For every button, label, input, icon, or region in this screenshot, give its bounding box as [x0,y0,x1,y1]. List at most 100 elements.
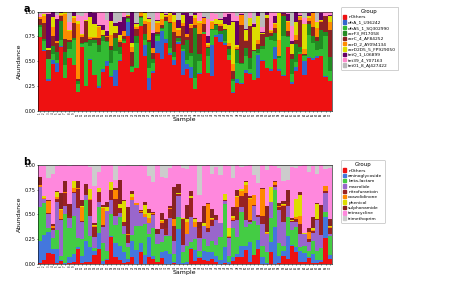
Bar [164,178,168,219]
Bar [38,12,42,13]
Bar [319,260,323,262]
Bar [155,263,160,264]
Bar [164,16,168,17]
Bar [160,12,164,13]
Bar [189,67,193,78]
Bar [210,241,214,252]
Bar [143,205,147,214]
Bar [130,66,135,67]
Bar [210,13,214,21]
Bar [201,17,206,18]
Bar [231,12,235,21]
Bar [323,193,328,212]
Bar [219,31,223,34]
Bar [42,16,46,23]
Bar [55,165,59,166]
Bar [311,241,315,254]
Bar [302,165,307,233]
Bar [189,28,193,53]
Bar [201,18,206,24]
Bar [101,72,105,110]
Bar [323,186,328,191]
Bar [151,71,155,73]
Bar [298,16,302,17]
Bar [101,205,105,207]
Bar [282,206,286,222]
Bar [172,165,176,187]
Bar [286,13,290,14]
Bar [307,57,311,59]
Bar [235,254,239,257]
Bar [219,12,223,18]
Bar [80,47,84,110]
Bar [302,262,307,264]
Bar [76,21,80,24]
Bar [286,37,290,47]
Bar [67,31,72,40]
Bar [286,47,290,110]
Bar [172,15,176,22]
Bar [198,73,201,74]
Bar [181,15,185,23]
Bar [307,13,311,16]
Bar [176,165,181,183]
Bar [302,253,307,262]
Bar [311,43,315,58]
Bar [307,172,311,228]
Bar [143,166,147,202]
Bar [42,235,46,260]
Bar [227,237,231,238]
Bar [328,71,332,81]
Bar [328,57,332,71]
Bar [130,165,135,166]
Bar [277,243,282,256]
Bar [198,251,201,257]
Bar [160,220,164,221]
Bar [135,226,139,250]
Bar [231,81,235,92]
Bar [264,252,269,263]
Bar [84,42,88,43]
Bar [147,165,151,176]
Bar [235,16,239,21]
Bar [67,165,72,166]
Bar [105,260,109,264]
Bar [315,41,319,50]
Bar [46,81,51,110]
Bar [323,191,328,193]
Bar [252,12,256,23]
Bar [72,38,76,40]
Bar [286,36,290,37]
Bar [260,246,264,257]
Bar [46,79,51,81]
Bar [227,49,231,55]
Bar [59,46,63,47]
Bar [118,180,122,205]
Bar [160,59,164,110]
Bar [294,40,298,44]
Bar [101,35,105,36]
Bar [319,30,323,49]
Bar [244,166,248,181]
Bar [273,41,277,47]
Bar [72,192,76,193]
Bar [323,36,328,76]
Bar [80,35,84,38]
Bar [109,46,113,50]
Bar [72,254,76,262]
Bar [239,64,244,83]
Bar [139,12,143,16]
Bar [307,35,311,57]
Bar [113,26,118,33]
Bar [72,16,76,18]
Bar [286,202,290,205]
Bar [113,23,118,26]
Bar [122,263,126,264]
Bar [92,226,97,227]
Bar [143,34,147,40]
Bar [109,21,113,35]
Bar [248,18,252,26]
Bar [244,30,248,40]
Bar [277,69,282,71]
Bar [227,12,231,13]
